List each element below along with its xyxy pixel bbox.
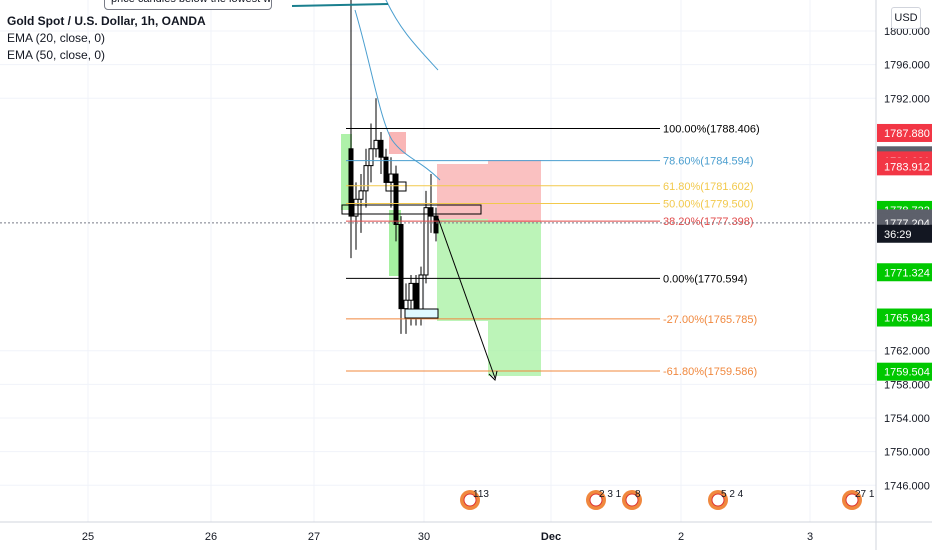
text-note[interactable]: price candles below the lowest wick. [104,0,272,10]
drawings [0,3,876,381]
fib-label: 50.00%(1779.500) [663,198,754,210]
x-tick-label: 27 [308,531,320,543]
x-tick-label: 25 [82,531,94,543]
ema20-legend[interactable]: EMA (20, close, 0) [7,31,106,45]
symbol-title[interactable]: Gold Spot / U.S. Dollar, 1h, OANDA [7,14,206,28]
candle-body [398,223,404,310]
y-tick-label: 1792.000 [884,93,930,105]
price-label-bg [877,263,932,282]
candle-body [358,190,364,200]
legend: Gold Spot / U.S. Dollar, 1h, OANDA EMA (… [7,13,206,64]
y-tick-label: 1800.000 [884,26,930,38]
price-label-bg [877,123,932,142]
ema20-line-upper [385,0,439,71]
price-label: 1765.943 [884,313,930,325]
candle-body [428,207,434,217]
small-loss-zone [389,132,406,154]
y-tick-label: 1754.000 [884,413,930,425]
long-profit-zone [341,134,352,210]
short-profit-zone [437,219,488,321]
event-label: 113 [473,489,489,500]
ema50-legend[interactable]: EMA (50, close, 0) [7,48,106,62]
fib-label: -61.80%(1759.586) [663,366,757,378]
candle-body [363,165,369,192]
box-drawing [341,204,482,215]
x-tick-label: 26 [205,531,217,543]
candle-body [348,148,354,217]
x-tick-label: 2 [678,531,684,543]
candle-body [368,148,374,167]
box-drawing [404,308,439,319]
event-label: 8 [635,489,641,500]
event-flag-inner [463,493,477,507]
price-label: 1759.504 [884,367,930,379]
box-drawing [385,181,407,192]
arrow-head [488,370,498,381]
event-flag-inner [845,493,859,507]
currency-button[interactable]: USD [891,7,921,29]
y-tick-label: 1746.000 [884,480,930,492]
candle-body [353,198,359,217]
event-label: 27 1 [855,489,875,500]
candles [348,0,439,334]
candle-body [378,139,384,158]
price-label: 1787.880 [884,128,930,140]
short-loss-zone-2 [488,160,541,222]
price-label-bg [877,224,932,243]
price-label: 1783.912 [884,161,930,173]
price-label: 36:29 [884,229,912,241]
fib-label: 78.60%(1784.594) [663,156,754,168]
fib-levels: 100.00%(1788.406) 78.60%(1784.594) 61.80%(… [346,124,760,378]
event-label: 5 2 4 [721,489,744,500]
x-tick-label: 30 [418,531,430,543]
short-profit-zone-2 [488,222,541,376]
candle-body [403,299,409,310]
fib-label: -27.00%(1765.785) [663,314,757,326]
fib-label: 61.80%(1781.602) [663,181,754,193]
price-label-bg [877,362,932,381]
event-markers: 113 2 3 1 8 5 2 4 27 1 [460,489,875,510]
fib-label: 38.20%(1777.398) [663,216,754,228]
candle-body [423,207,429,276]
y-tick-label: 1750.000 [884,447,930,459]
ema50-line [354,9,441,181]
candle-body [408,282,414,301]
candle-body [373,139,379,150]
candle-body [388,173,394,183]
y-tick-label: 1762.000 [884,346,930,358]
x-tick-label: 3 [807,531,813,543]
price-label-bg [877,157,932,176]
x-tick-label: Dec [541,531,561,543]
price-label: 1771.324 [884,267,930,279]
short-loss-zone [437,164,488,219]
fib-label: 100.00%(1788.406) [663,124,760,136]
top-line [291,3,389,7]
position-zones [341,132,541,376]
event-flag-inner [625,493,639,507]
event-flag-inner [589,493,603,507]
trend-arrow [437,217,496,379]
ema-lines [354,0,441,181]
price-label-bg [877,308,932,327]
grid [0,0,876,522]
y-tick-label: 1758.000 [884,379,930,391]
event-label: 2 3 1 [599,489,622,500]
candle-body [393,173,399,225]
fib-label: 0.00%(1770.594) [663,273,747,285]
event-flag-inner [711,493,725,507]
y-tick-label: 1796.000 [884,60,930,72]
small-profit-zone [389,210,401,276]
candle-body [433,215,439,234]
